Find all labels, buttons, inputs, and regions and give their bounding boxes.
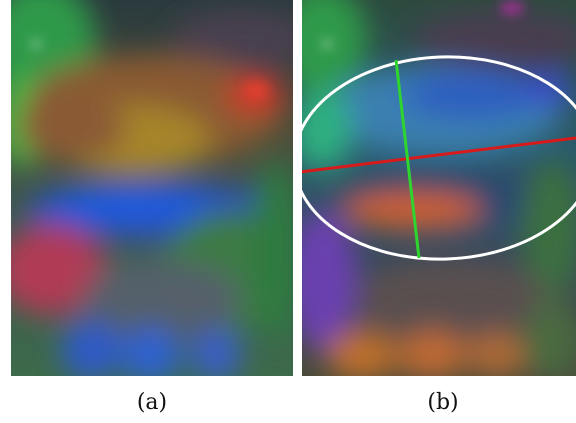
panel-b-caption: (b) (427, 390, 459, 415)
minor-axis-line (394, 59, 421, 259)
fitted-ellipse (302, 55, 576, 261)
panel-b-photo (302, 0, 576, 376)
panel-b-image (302, 0, 576, 376)
panel-a-photo (11, 0, 293, 376)
panel-a-image (11, 0, 293, 376)
panel-a-caption: (a) (136, 390, 168, 415)
major-axis-line (302, 136, 576, 174)
